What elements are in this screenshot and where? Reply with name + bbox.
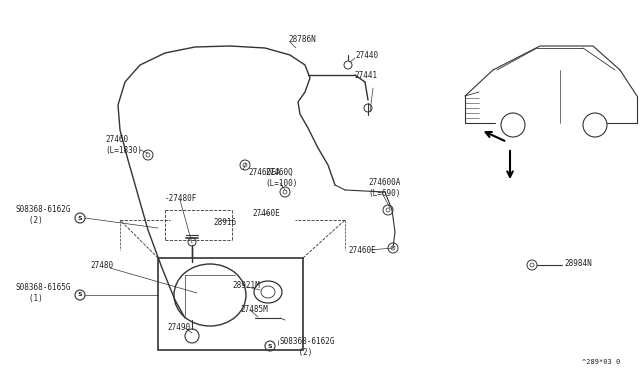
Text: -27480F: -27480F bbox=[165, 193, 197, 202]
Text: 27485M: 27485M bbox=[240, 305, 268, 314]
Text: 27440: 27440 bbox=[355, 51, 378, 60]
Text: 28786N: 28786N bbox=[288, 35, 316, 44]
Text: S08368-6162G
   (2): S08368-6162G (2) bbox=[15, 205, 70, 225]
Text: 28916: 28916 bbox=[213, 218, 236, 227]
Text: S: S bbox=[77, 292, 83, 298]
Text: S: S bbox=[77, 215, 83, 221]
Bar bbox=[158, 258, 303, 350]
Text: 27460EA: 27460EA bbox=[248, 167, 280, 176]
Text: 28984N: 28984N bbox=[564, 259, 592, 267]
Text: 274600A
(L=690): 274600A (L=690) bbox=[368, 178, 401, 198]
Text: 27460Q
(L=100): 27460Q (L=100) bbox=[265, 168, 298, 188]
Text: S08368-6165G
   (1): S08368-6165G (1) bbox=[15, 283, 70, 303]
Text: ^289*03 0: ^289*03 0 bbox=[582, 359, 620, 365]
Text: 27460
(L=1830): 27460 (L=1830) bbox=[105, 135, 142, 155]
Text: 28921M: 28921M bbox=[232, 280, 260, 289]
Text: 27460E: 27460E bbox=[252, 208, 280, 218]
Text: S08368-6162G
    (2): S08368-6162G (2) bbox=[280, 337, 335, 357]
Text: 27441: 27441 bbox=[354, 71, 377, 80]
Text: 27460E: 27460E bbox=[348, 246, 376, 254]
Text: 27480: 27480 bbox=[90, 260, 113, 269]
Text: S: S bbox=[268, 343, 272, 349]
Text: 27490: 27490 bbox=[167, 323, 190, 331]
